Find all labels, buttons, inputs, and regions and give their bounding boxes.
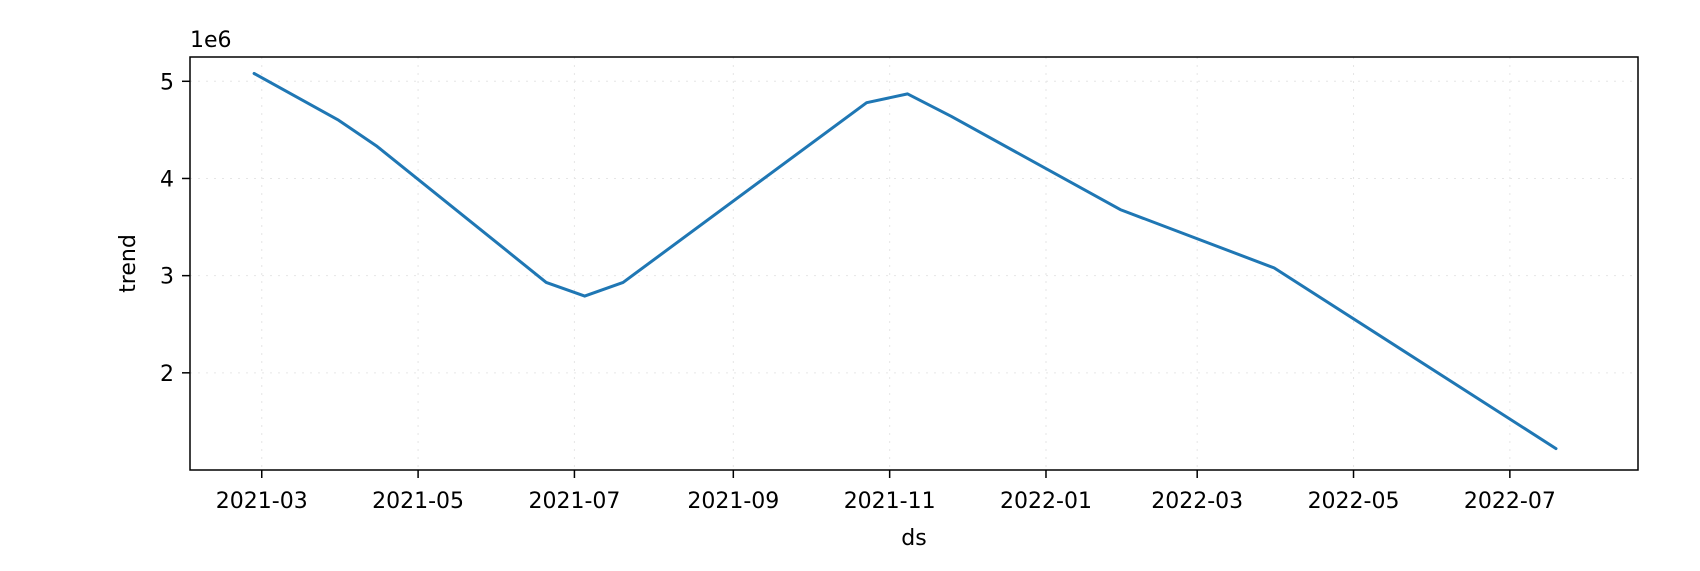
x-tick-label: 2021-05 xyxy=(372,489,464,514)
series-layer xyxy=(252,72,1558,451)
plot-frame xyxy=(189,56,1639,471)
x-tick-label: 2021-03 xyxy=(216,489,308,514)
y-tick-label: 3 xyxy=(160,265,174,290)
x-tick-label: 2022-07 xyxy=(1464,489,1556,514)
y-tick-label: 2 xyxy=(160,362,174,387)
x-tick-label: 2021-07 xyxy=(528,489,620,514)
y-axis-label: trend xyxy=(116,234,141,293)
y-tick-label: 4 xyxy=(160,167,174,192)
x-tick-label: 2022-01 xyxy=(1000,489,1092,514)
x-tick-label: 2021-09 xyxy=(687,489,779,514)
grid-layer xyxy=(190,57,1638,470)
x-tick-label: 2022-03 xyxy=(1151,489,1243,514)
y-tick-label: 5 xyxy=(160,70,174,95)
x-axis-label: ds xyxy=(901,526,926,551)
trend-line xyxy=(252,72,1558,451)
x-tick-label: 2021-11 xyxy=(844,489,936,514)
tick-layer: 2021-03 2021-05 2021-07 2021-09 2021-11 2022-… xyxy=(160,70,1556,514)
y-offset-label: 1e6 xyxy=(190,28,232,53)
x-tick-label: 2022-05 xyxy=(1308,489,1400,514)
